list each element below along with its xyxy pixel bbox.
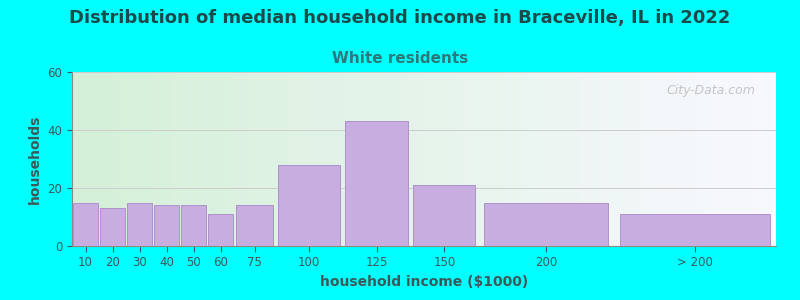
Text: City-Data.com: City-Data.com [666,84,755,97]
Bar [182,206,206,246]
Bar [100,208,125,246]
Bar [620,214,770,246]
Bar [483,202,608,246]
Text: White residents: White residents [332,51,468,66]
Bar [154,206,179,246]
Bar [346,121,408,246]
Bar [127,202,152,246]
Bar [278,165,340,246]
Text: Distribution of median household income in Braceville, IL in 2022: Distribution of median household income … [70,9,730,27]
Bar [413,185,475,246]
Bar [209,214,234,246]
Bar [73,202,98,246]
Bar [236,206,274,246]
X-axis label: household income ($1000): household income ($1000) [320,275,528,289]
Y-axis label: households: households [28,114,42,204]
